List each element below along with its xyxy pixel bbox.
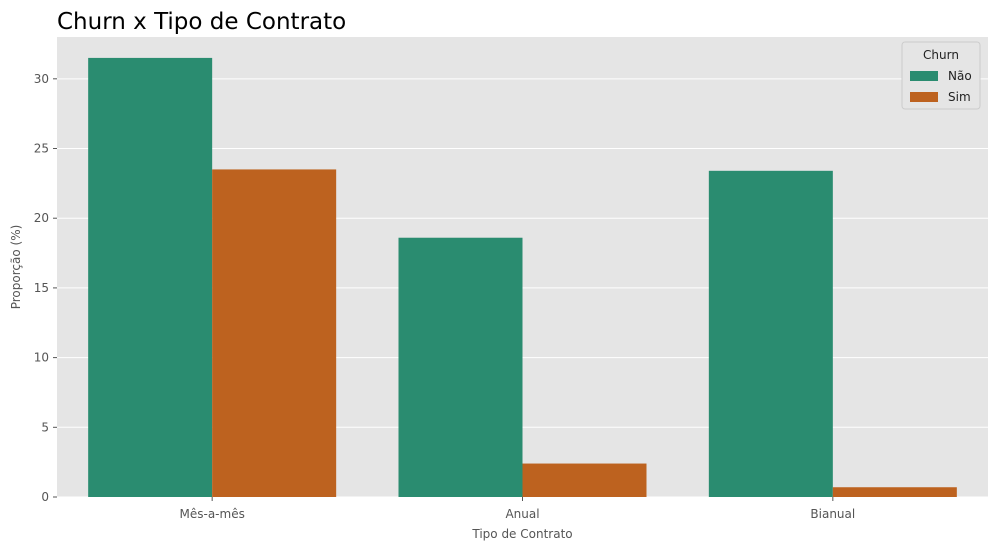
bar-nao-2 <box>708 170 833 497</box>
x-axis-ticks: Mês-a-mês Anual Bianual <box>180 497 855 521</box>
bar-nao-1 <box>398 237 523 497</box>
y-tick-label: 20 <box>34 211 49 225</box>
legend: Churn Não Sim <box>901 41 981 110</box>
bars <box>88 57 957 498</box>
y-tick-label: 0 <box>41 490 49 504</box>
legend-title: Churn <box>923 48 959 62</box>
bar-sim-0 <box>212 169 337 497</box>
y-axis-label: Proporção (%) <box>9 225 23 310</box>
legend-swatch <box>910 71 938 81</box>
x-axis-label: Tipo de Contrato <box>471 527 572 541</box>
legend-label: Sim <box>948 90 971 104</box>
legend-swatch <box>910 92 938 102</box>
chart-title: Churn x Tipo de Contrato <box>57 9 346 35</box>
y-axis-ticks: 0 5 10 15 20 25 30 <box>34 72 57 504</box>
y-tick-label: 15 <box>34 281 49 295</box>
legend-label: Não <box>948 69 972 83</box>
bar-sim-2 <box>832 487 957 497</box>
y-tick-label: 25 <box>34 142 49 156</box>
bar-sim-1 <box>522 463 647 497</box>
bar-nao-0 <box>88 57 213 498</box>
x-tick-label: Anual <box>505 507 539 521</box>
y-tick-label: 30 <box>34 72 49 86</box>
y-tick-label: 5 <box>41 420 49 434</box>
y-tick-label: 10 <box>34 351 49 365</box>
x-tick-label: Mês-a-mês <box>180 507 245 521</box>
x-tick-label: Bianual <box>810 507 855 521</box>
